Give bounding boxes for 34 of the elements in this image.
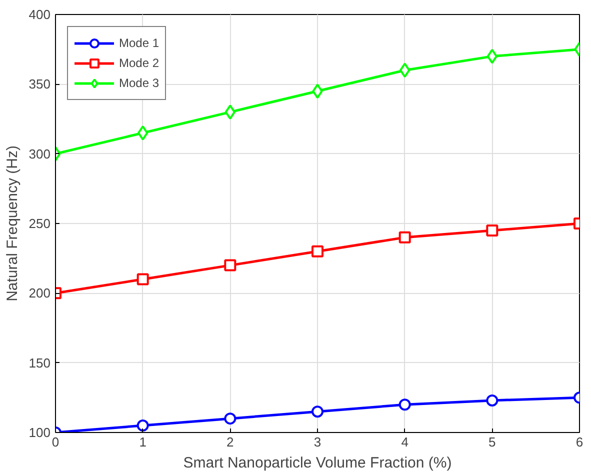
legend-label: Mode 3 (119, 76, 160, 90)
x-tick-label: 0 (52, 434, 60, 450)
point (136, 273, 149, 286)
x-tick-label: 3 (314, 434, 322, 450)
y-tick-label: 350 (28, 76, 51, 92)
y-tick-label: 100 (28, 425, 51, 440)
point (486, 224, 498, 236)
x-tick-label: 2 (226, 434, 234, 450)
legend-label: Mode 2 (119, 56, 160, 70)
x-tick-label: 6 (576, 434, 584, 450)
point (400, 62, 410, 78)
point (224, 412, 236, 425)
y-tick-label: 400 (28, 7, 51, 22)
point (312, 84, 323, 99)
point (398, 231, 411, 244)
point (398, 398, 411, 411)
point (312, 245, 324, 258)
legend-label: Mode 1 (119, 36, 160, 50)
x-tick-label: 4 (401, 434, 408, 450)
x-axis-title: Smart Nanoparticle Volume Fraction (%) (183, 454, 452, 472)
y-tick-label: 300 (28, 146, 51, 162)
point (224, 259, 236, 272)
point (138, 125, 148, 140)
y-axis-title: Natural Frequency (Hz) (4, 146, 21, 302)
x-tick-label: 1 (139, 434, 146, 450)
y-tick-label: 150 (28, 355, 51, 370)
point (486, 48, 498, 64)
point (486, 394, 498, 406)
y-tick-label: 200 (28, 286, 51, 301)
point (312, 406, 324, 418)
y-tick-label: 250 (28, 216, 51, 231)
point (224, 104, 236, 120)
point (136, 420, 149, 432)
x-tick-label: 5 (488, 434, 496, 450)
